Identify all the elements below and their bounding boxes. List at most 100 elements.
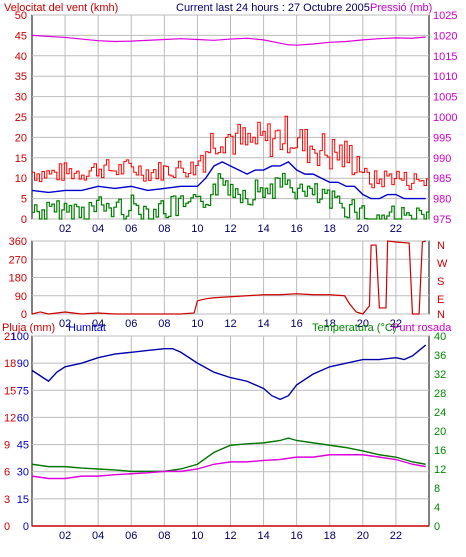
wind-y-tick-label: 15 xyxy=(15,153,27,165)
x-tick-label: 04 xyxy=(92,530,104,542)
x-tick-label: 06 xyxy=(125,318,137,330)
humidity-y-tick-label: 100 xyxy=(11,331,29,343)
humidity-line xyxy=(31,344,427,401)
rain-y-tick-label: 18 xyxy=(4,358,16,370)
direction-series xyxy=(31,240,426,315)
x-tick-label: 18 xyxy=(324,530,336,542)
pressure-y-tick-label: 1015 xyxy=(433,51,457,63)
rain-y-tick-label: 6 xyxy=(4,467,10,479)
pressure-y-tick-label: 995 xyxy=(433,132,451,144)
temperature-y-tick-label: 36 xyxy=(434,350,446,362)
temperature-y-tick-label: 8 xyxy=(434,483,440,495)
humidity-y-tick-label: 45 xyxy=(17,440,29,452)
humidity-y-tick-label: 90 xyxy=(17,358,29,370)
pressure-y-tick-label: 990 xyxy=(433,153,451,165)
wind-speed-label: Velocitat del vent (kmh) xyxy=(4,2,118,14)
temperature-y-tick-label: 12 xyxy=(434,464,446,476)
pressure-y-tick-label: 985 xyxy=(433,173,451,185)
x-tick-label: 16 xyxy=(291,223,303,235)
pressure-y-tick-label: 975 xyxy=(433,214,451,226)
rain-y-tick-label: 0 xyxy=(4,521,10,533)
wind-y-tick-label: 35 xyxy=(15,71,27,83)
humidity-y-tick-label: 15 xyxy=(17,494,29,506)
pressure-y-tick-label: 1020 xyxy=(433,30,457,42)
rain-y-tick-label: 9 xyxy=(4,440,10,452)
x-tick-label: 22 xyxy=(390,318,402,330)
temperature-y-tick-label: 20 xyxy=(434,426,446,438)
humidity-y-tick-label: 30 xyxy=(17,467,29,479)
pressure-y-tick-label: 1000 xyxy=(433,112,457,124)
wind-y-tick-label: 0 xyxy=(21,214,27,226)
x-tick-label: 22 xyxy=(390,223,402,235)
direction-y-tick-label: 90 xyxy=(15,291,27,303)
wind-direction-line xyxy=(31,240,426,315)
wind-y-tick-label: 25 xyxy=(15,112,27,124)
direction-y-tick-label: 270 xyxy=(9,254,27,266)
wind-avg-line xyxy=(32,172,430,220)
x-tick-label: 14 xyxy=(257,530,269,542)
temperature-line xyxy=(31,437,426,473)
wind-y-tick-label: 20 xyxy=(15,132,27,144)
wind-panel-grid xyxy=(32,14,429,220)
x-tick-label: 10 xyxy=(191,530,203,542)
humidity-y-tick-label: 60 xyxy=(17,412,29,424)
x-tick-label: 08 xyxy=(158,530,170,542)
wind-bars xyxy=(32,115,430,220)
humidity-y-tick-label: 0 xyxy=(23,521,29,533)
pressure-y-tick-label: 1010 xyxy=(433,71,457,83)
direction-y-tick-label: 0 xyxy=(21,309,27,321)
rain-y-tick-label: 21 xyxy=(4,331,16,343)
compass-label-e: E xyxy=(437,294,444,306)
x-tick-label: 06 xyxy=(125,223,137,235)
dewpoint-label: Punt rosada xyxy=(392,322,452,334)
x-tick-label: 20 xyxy=(357,223,369,235)
x-tick-label: 16 xyxy=(291,318,303,330)
humidity-label: Humitat xyxy=(68,322,106,334)
temperature-y-tick-label: 16 xyxy=(434,445,446,457)
direction-y-tick-label: 360 xyxy=(9,236,27,248)
compass-label-n-bottom: N xyxy=(437,309,445,321)
humidity-panel-grid xyxy=(32,335,429,527)
temperature-y-tick-label: 32 xyxy=(434,369,446,381)
rain-label: Pluja (mm) xyxy=(2,322,55,334)
temperature-y-tick-label: 24 xyxy=(434,407,446,419)
pressure-y-tick-label: 1005 xyxy=(433,92,457,104)
wind-gust-line xyxy=(32,115,430,190)
temperature-label: Temperatura (°C) xyxy=(312,322,396,334)
compass-label-n-top: N xyxy=(437,240,445,252)
x-tick-label: 16 xyxy=(291,530,303,542)
x-tick-label: 02 xyxy=(59,530,71,542)
humidity-y-tick-label: 75 xyxy=(17,385,29,397)
x-tick-label: 20 xyxy=(357,318,369,330)
x-tick-label: 14 xyxy=(257,318,269,330)
wind-y-tick-label: 50 xyxy=(15,10,27,22)
wind-y-tick-label: 30 xyxy=(15,92,27,104)
x-tick-label: 08 xyxy=(158,223,170,235)
dewpoint-line xyxy=(31,454,426,480)
x-tick-label: 04 xyxy=(92,318,104,330)
wind-y-tick-label: 10 xyxy=(15,173,27,185)
temperature-y-tick-label: 0 xyxy=(434,521,440,533)
humidity-series xyxy=(31,344,429,527)
compass-label-s: S xyxy=(437,276,444,288)
pressure-y-tick-label: 1025 xyxy=(433,10,457,22)
x-tick-label: 18 xyxy=(324,318,336,330)
x-tick-label: 10 xyxy=(191,318,203,330)
wind-smooth-line xyxy=(31,161,426,200)
x-tick-label: 20 xyxy=(357,530,369,542)
x-tick-label: 14 xyxy=(257,223,269,235)
x-tick-label: 02 xyxy=(59,318,71,330)
rain-y-tick-label: 15 xyxy=(4,385,16,397)
compass-label-w: W xyxy=(437,258,448,270)
temperature-y-tick-label: 4 xyxy=(434,502,440,514)
rain-y-tick-label: 12 xyxy=(4,412,16,424)
wind-y-tick-label: 5 xyxy=(21,194,27,206)
temperature-y-tick-label: 40 xyxy=(434,331,446,343)
x-tick-label: 02 xyxy=(59,223,71,235)
temperature-y-tick-label: 28 xyxy=(434,388,446,400)
wind-y-tick-label: 45 xyxy=(15,30,27,42)
direction-y-tick-label: 180 xyxy=(9,273,27,285)
x-tick-label: 04 xyxy=(92,223,104,235)
